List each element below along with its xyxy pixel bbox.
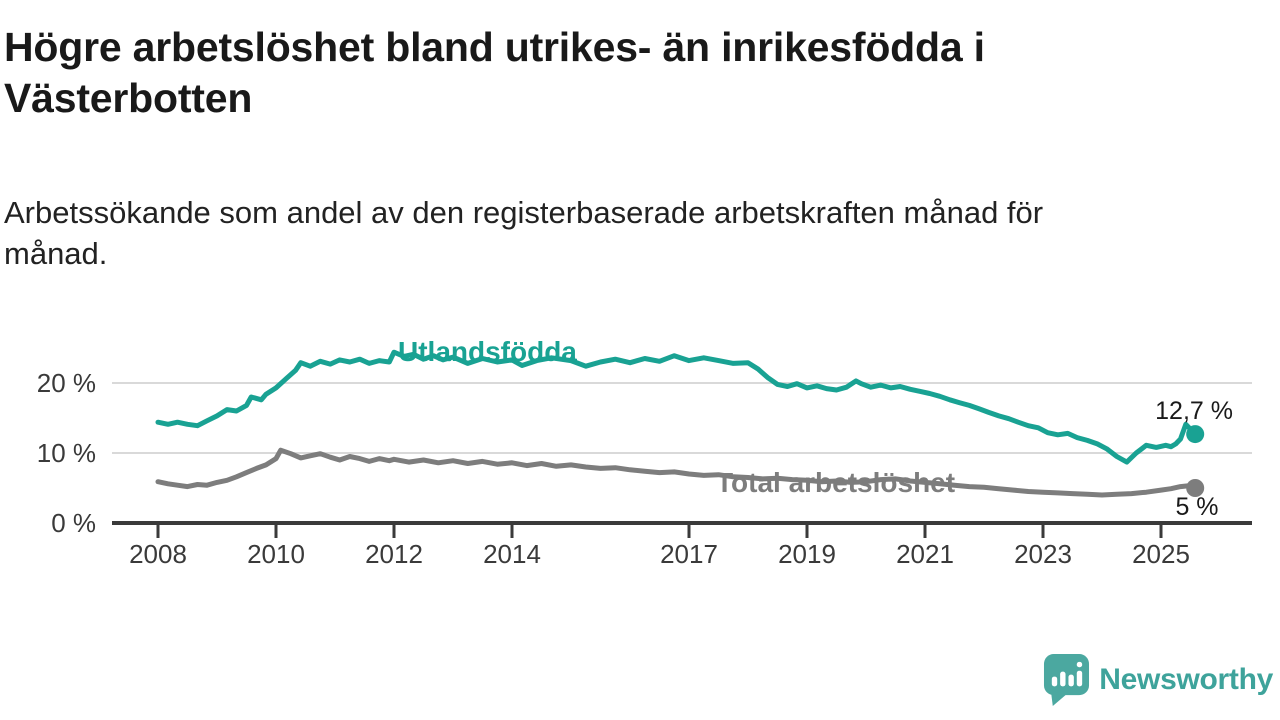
x-axis-label-2023: 2023: [1014, 539, 1072, 569]
x-axis-layer: 2008 2010 2012 2014 2017 2019 2021 2023 2025: [129, 523, 1190, 569]
newsworthy-logo: Newsworthy: [1043, 653, 1273, 707]
series-path-0: [155, 349, 1198, 465]
chart-title: Högre arbetslöshet bland utrikes- än inr…: [4, 22, 1224, 124]
grid-layer: 0 % 10 % 20 %: [37, 368, 1252, 538]
chart-title-line-1: Högre arbetslöshet bland utrikes- än inr…: [4, 24, 985, 70]
y-axis-label-20: 20 %: [37, 368, 96, 398]
newsworthy-logo-icon: [1044, 654, 1090, 706]
x-axis-label-2010: 2010: [247, 539, 305, 569]
chart-subtitle-line-1: Arbetssökande som andel av den registerb…: [4, 195, 1044, 230]
end-value-label-utlandsfodda: 12,7 %: [1155, 397, 1233, 425]
x-axis-label-2008: 2008: [129, 539, 187, 569]
y-axis-label-0: 0 %: [51, 508, 96, 538]
newsworthy-logo-text: Newsworthy: [1099, 663, 1273, 696]
series-dot-0: [1186, 425, 1205, 444]
x-axis-label-2017: 2017: [660, 539, 718, 569]
x-axis-label-2019: 2019: [778, 539, 836, 569]
chart-subtitle-line-2: månad.: [4, 236, 108, 271]
x-axis-label-2012: 2012: [365, 539, 423, 569]
chart-subtitle: Arbetssökande som andel av den registerb…: [4, 192, 1224, 274]
x-axis-label-2021: 2021: [896, 539, 954, 569]
series-label-1: Total arbetslöshet: [716, 467, 955, 498]
series-path-1: [155, 447, 1198, 498]
y-axis-label-10: 10 %: [37, 438, 96, 468]
x-axis-label-2014: 2014: [483, 539, 541, 569]
series-label-0: Utlandsfödda: [398, 336, 577, 367]
end-value-label-total: 5 %: [1175, 493, 1218, 521]
x-axis-label-2025: 2025: [1132, 539, 1190, 569]
series-dot-1: [1186, 479, 1205, 497]
chart-title-line-2: Västerbotten: [4, 75, 253, 121]
